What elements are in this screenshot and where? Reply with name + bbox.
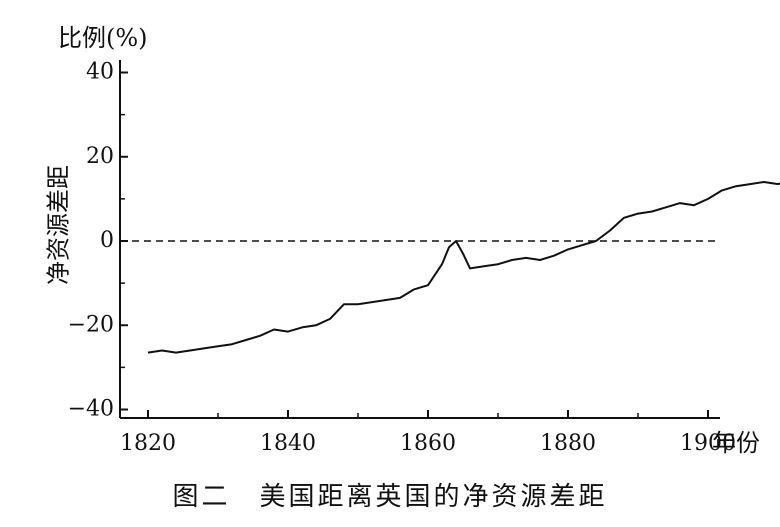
figure-caption: 图二 美国距离英国的净资源差距 — [172, 482, 607, 512]
x-tick-label: 1880 — [540, 431, 596, 456]
y-tick-label: −20 — [68, 312, 114, 337]
lines — [120, 181, 780, 354]
y-tick-label: 0 — [100, 228, 114, 253]
axes — [119, 60, 720, 419]
y-tick-label: 40 — [86, 60, 114, 85]
y-tick-label: 20 — [86, 144, 114, 169]
x-tick-label: 1840 — [260, 431, 316, 456]
y-axis-label: 净资源差距 — [45, 165, 73, 285]
x-tick-label: 1820 — [120, 431, 176, 456]
y-unit-label: 比例(%) — [58, 24, 148, 52]
y-tick-label: −40 — [68, 397, 114, 422]
x-tick-label: 1900 — [680, 431, 736, 456]
x-unit-label: 年份 — [712, 429, 760, 457]
series-line-1 — [147, 181, 780, 354]
ticks: −40−200204018201840186018801900192019401… — [68, 60, 736, 457]
x-tick-label: 1860 — [400, 431, 456, 456]
